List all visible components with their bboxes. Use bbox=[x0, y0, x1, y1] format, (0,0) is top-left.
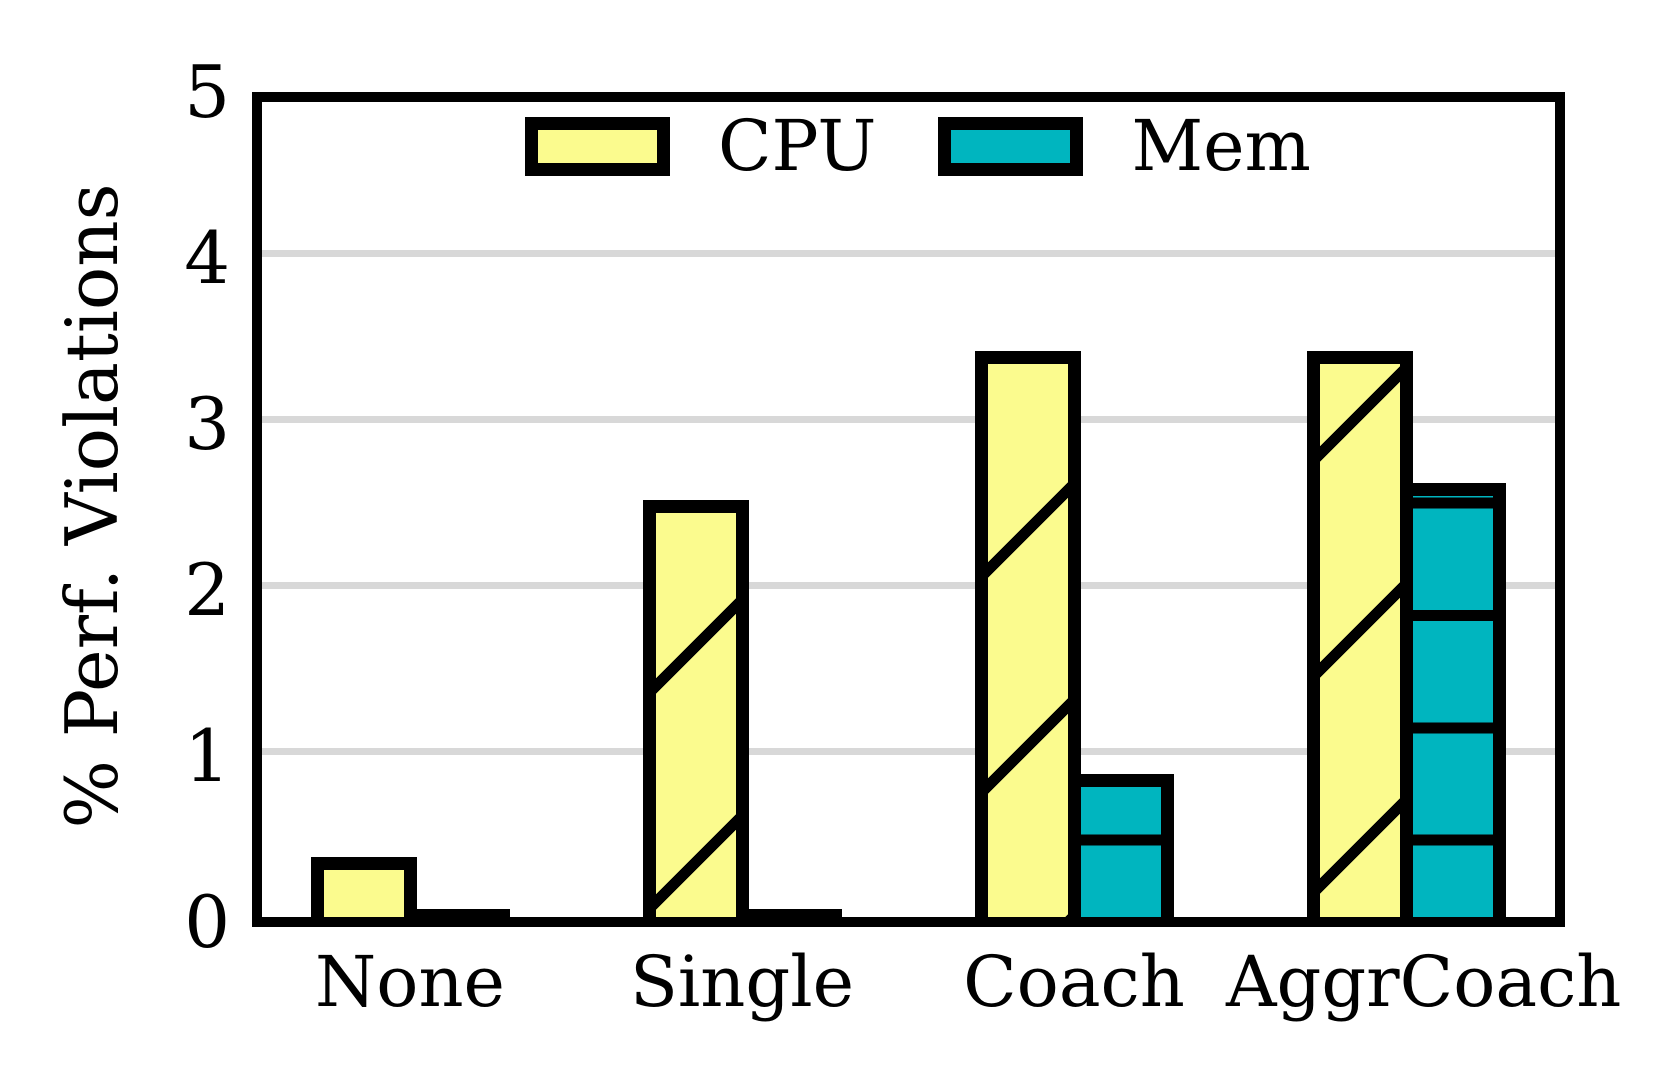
gridline-y-2 bbox=[262, 581, 1555, 589]
x-tick-label-aggrcoach: AggrCoach bbox=[1226, 941, 1622, 1023]
x-tick-label-coach: Coach bbox=[963, 941, 1185, 1023]
bar-mem-aggrcoach bbox=[1399, 483, 1506, 917]
bar-mem-none bbox=[403, 909, 510, 917]
bar-mem-single bbox=[735, 909, 842, 917]
bar-cpu-none bbox=[310, 857, 417, 917]
gridline-y-4 bbox=[262, 249, 1555, 257]
legend-swatch-mem bbox=[938, 117, 1084, 176]
legend: CPU Mem bbox=[525, 105, 1311, 187]
bar-cpu-coach bbox=[974, 351, 1081, 917]
legend-swatch-cpu bbox=[525, 117, 670, 176]
y-tick-label-3: 3 bbox=[184, 382, 230, 466]
bar-cpu-aggrcoach bbox=[1306, 351, 1413, 917]
legend-label-mem: Mem bbox=[1131, 105, 1311, 187]
x-tick-label-single: Single bbox=[629, 941, 855, 1023]
legend-item-cpu: CPU bbox=[525, 105, 877, 187]
y-tick-label-5: 5 bbox=[184, 50, 230, 134]
y-tick-label-4: 4 bbox=[184, 216, 230, 300]
plot-area: CPU Mem bbox=[252, 92, 1565, 927]
bar-cpu-single bbox=[642, 500, 749, 917]
y-tick-label-0: 0 bbox=[184, 880, 230, 964]
gridline-y-1 bbox=[262, 747, 1555, 755]
legend-item-mem: Mem bbox=[938, 105, 1311, 187]
y-tick-label-1: 1 bbox=[184, 714, 230, 798]
gridline-y-3 bbox=[262, 415, 1555, 423]
bar-mem-coach bbox=[1067, 774, 1174, 917]
y-tick-label-2: 2 bbox=[184, 548, 230, 632]
x-tick-label-none: None bbox=[315, 941, 505, 1023]
legend-label-cpu: CPU bbox=[718, 105, 877, 187]
